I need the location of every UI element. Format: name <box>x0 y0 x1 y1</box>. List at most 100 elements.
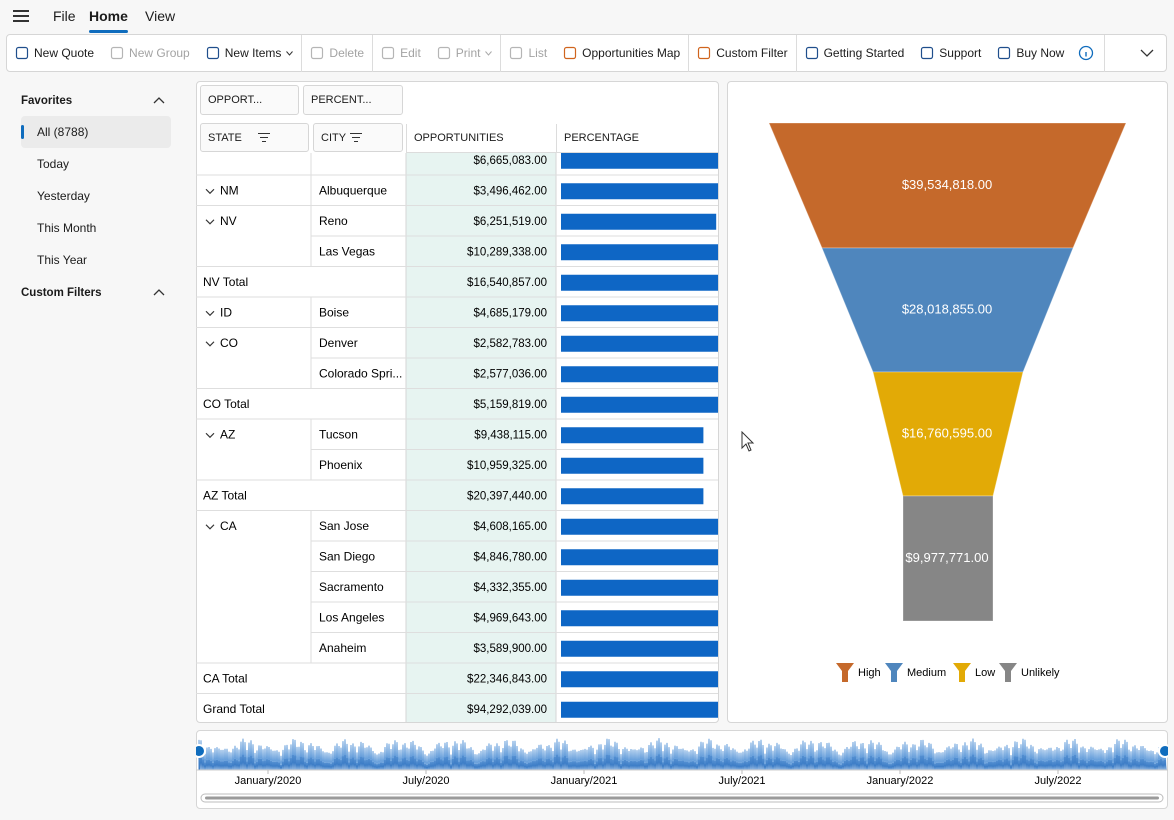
ribbon-button[interactable]: Support <box>912 35 989 71</box>
sidebar-item[interactable]: Yesterday <box>37 189 90 203</box>
menu-item[interactable]: File <box>53 8 76 24</box>
percentage-bar <box>561 701 718 718</box>
ribbon-button[interactable]: Custom Filter <box>689 35 795 71</box>
row-field-button[interactable]: CITY <box>313 123 403 152</box>
ribbon-button[interactable]: List <box>501 35 555 71</box>
ribbon-icon <box>382 46 395 60</box>
arrow <box>286 50 294 56</box>
section-title[interactable]: Custom Filters <box>21 287 102 299</box>
city-label: Sacramento <box>319 580 384 594</box>
icon-shape <box>206 46 219 60</box>
ribbon-button[interactable]: Opportunities Map <box>555 35 688 71</box>
percentage-bar <box>561 274 718 291</box>
ribbon-icon <box>921 46 934 60</box>
filter-icon <box>350 133 362 142</box>
section-title[interactable]: Favorites <box>21 95 73 107</box>
opportunities-value: $4,846,780.00 <box>473 551 547 563</box>
opportunities-value: $94,292,039.00 <box>467 704 547 716</box>
ribbon-label: Buy Now <box>1016 46 1065 60</box>
icon-shape <box>311 46 324 60</box>
percentage-bar <box>561 518 718 535</box>
opportunities-value: $3,496,462.00 <box>473 185 547 197</box>
percentage-bar <box>561 427 704 444</box>
column-header: OPPORTUNITIES <box>406 124 556 153</box>
mouse-cursor <box>741 431 755 452</box>
ribbon-label: List <box>528 46 548 60</box>
percentage-bar <box>561 579 718 596</box>
opportunities-value: $6,251,519.00 <box>473 216 547 228</box>
legend-label: Unlikely <box>1021 667 1060 679</box>
menu-item[interactable]: View <box>145 8 176 24</box>
ribbon-label: New Group <box>129 46 190 60</box>
sidebar-item[interactable]: This Year <box>37 253 88 267</box>
opportunities-value: $20,397,440.00 <box>467 490 547 502</box>
opportunities-value: $10,289,338.00 <box>467 246 547 258</box>
ribbon-label: Getting Started <box>823 46 905 60</box>
legend-label: Low <box>975 667 995 679</box>
opportunities-value: $4,969,643.00 <box>473 612 547 624</box>
icon-shape <box>510 46 523 60</box>
arrow <box>485 50 493 56</box>
city-label: Tucson <box>319 427 358 441</box>
segment-label: $16,760,595.00 <box>902 425 992 440</box>
opportunities-value: $10,959,325.00 <box>467 460 547 472</box>
info-circle <box>1079 45 1094 61</box>
sidebar-item[interactable]: Today <box>37 157 70 171</box>
timeline: January/2020 July/2020 January/2021 July/20… <box>196 738 1168 803</box>
icon-shape <box>698 46 711 60</box>
data-field-button[interactable]: OPPORT... <box>200 85 299 115</box>
timeline-label: July/2022 <box>1034 775 1081 787</box>
range-handle[interactable] <box>1158 744 1168 758</box>
ribbon-label: Delete <box>329 46 365 60</box>
opportunities-column-bg <box>406 153 556 722</box>
expand-chevron <box>205 432 215 439</box>
ribbon-button[interactable]: New Quote <box>7 35 102 71</box>
ribbon-collapse[interactable] <box>1140 48 1154 58</box>
hamburger[interactable] <box>13 10 29 22</box>
field-label: STATE <box>208 131 242 144</box>
menu-item[interactable]: Home <box>89 8 128 24</box>
opportunities-value: $3,589,900.00 <box>473 643 547 655</box>
icon-shape <box>382 46 395 60</box>
range-handle[interactable] <box>196 744 206 758</box>
legend-label: High <box>858 667 881 679</box>
expand-chevron <box>205 341 215 347</box>
selection-indicator <box>21 125 24 139</box>
icon-shape <box>805 46 818 60</box>
collapse-icon <box>153 289 165 296</box>
timeline-label: July/2020 <box>402 775 449 787</box>
percentage-bar <box>561 244 718 261</box>
sidebar-item[interactable]: This Month <box>37 221 97 235</box>
ribbon-button[interactable]: Print <box>429 35 501 71</box>
ribbon-label: Opportunities Map <box>582 46 681 60</box>
ribbon-button[interactable]: Delete <box>302 35 372 71</box>
state-label: CO <box>220 336 238 350</box>
funnel-chart: $39,534,818.00 $28,018,855.00 $16,760,595.… <box>768 122 1127 682</box>
timeline-label: January/2022 <box>867 775 934 787</box>
percentage-bar <box>561 457 704 474</box>
row-field-button[interactable]: STATE <box>200 123 309 152</box>
ribbon-icon <box>564 46 577 60</box>
city-label: Las Vegas <box>319 244 375 258</box>
ribbon-button[interactable]: Buy Now <box>989 35 1072 71</box>
ribbon-icon <box>998 46 1011 60</box>
data-field-button[interactable]: PERCENT... <box>303 85 403 115</box>
expand-chevron <box>205 524 215 530</box>
ribbon-button[interactable]: Edit <box>373 35 429 71</box>
segment-label: $9,977,771.00 <box>905 550 988 565</box>
icon-shape <box>437 46 450 60</box>
pivot-body: $6,665,083.00 NM Albuquerque $3,496,462.00 N… <box>196 153 718 722</box>
ribbon-button[interactable]: New Group <box>102 35 198 71</box>
sidebar-item[interactable]: All (8788) <box>21 116 171 148</box>
info-icon[interactable] <box>1078 45 1094 61</box>
percentage-bar <box>561 213 717 230</box>
legend-icon <box>885 663 903 682</box>
ribbon-button[interactable]: New Items <box>198 35 302 71</box>
ribbon-button[interactable]: Getting Started <box>797 35 913 71</box>
opportunities-value: $4,608,165.00 <box>473 521 547 533</box>
total-label: CO Total <box>203 397 249 411</box>
state-label: ID <box>220 305 232 319</box>
chevron <box>153 289 165 296</box>
opportunities-value: $9,438,115.00 <box>474 429 547 441</box>
opportunities-value: $5,159,819.00 <box>473 399 547 411</box>
